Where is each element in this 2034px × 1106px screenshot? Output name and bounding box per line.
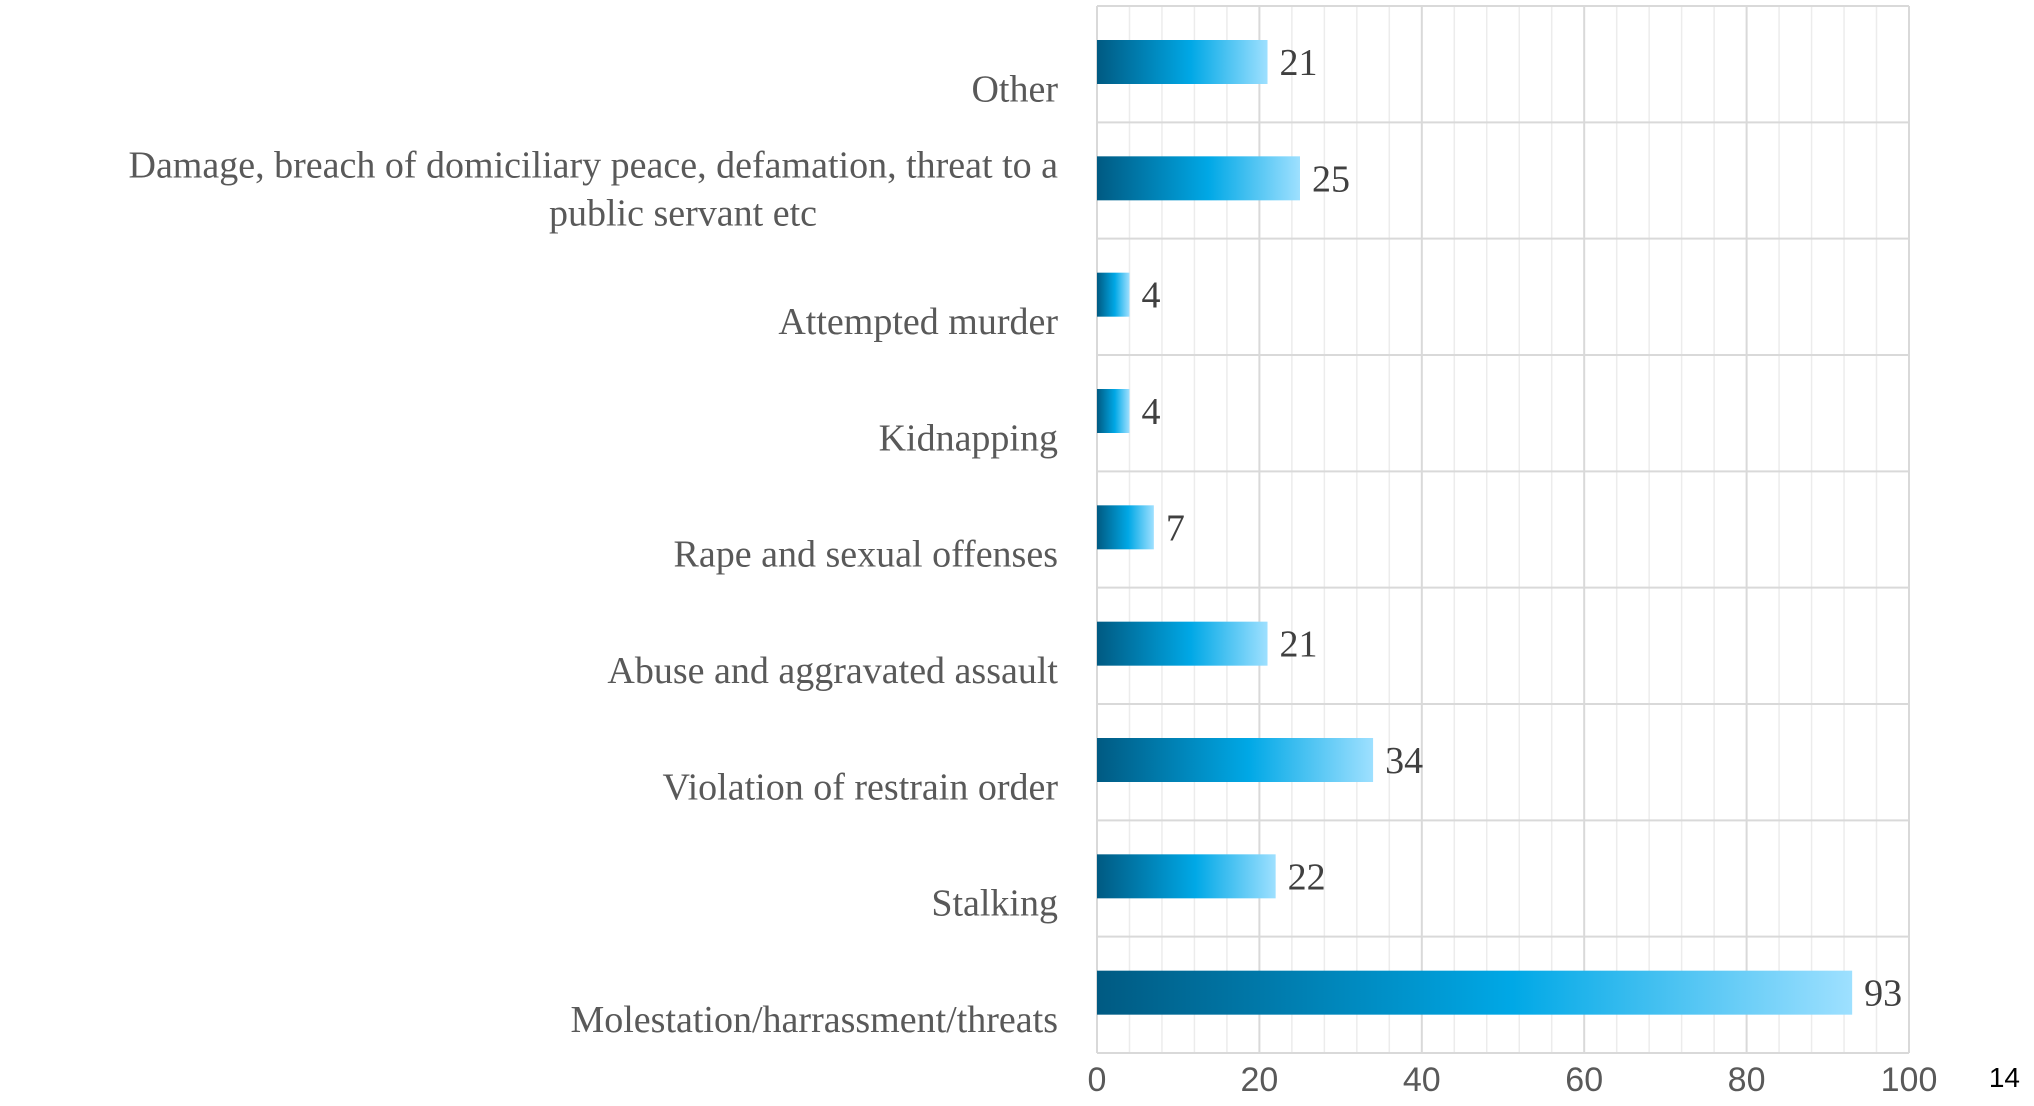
x-tick-label: 0 [1088, 1061, 1107, 1099]
bar [1097, 40, 1268, 84]
bar [1097, 389, 1130, 433]
x-tick-label: 80 [1728, 1061, 1766, 1099]
category-label: Molestation/harrassment/threats [570, 999, 1058, 1041]
category-label: Rape and sexual offenses [674, 534, 1058, 576]
bar [1097, 854, 1276, 899]
category-label: Other [971, 68, 1058, 110]
category-label: Abuse and aggravated assault [607, 650, 1058, 692]
x-tick-label: 40 [1403, 1061, 1441, 1099]
bar [1097, 738, 1374, 782]
chart-category-labels: Other Damage, breach of domiciliary peace… [129, 68, 1059, 1041]
bar-value-label: 7 [1166, 507, 1185, 549]
chart-value-labels: 21 25 4 4 7 21 34 22 93 [1141, 42, 1902, 1015]
bar-value-label: 93 [1864, 973, 1902, 1015]
category-label: Attempted murder [778, 301, 1058, 343]
x-axis-tick-labels: 0 20 40 60 80 100 [1088, 1061, 1938, 1099]
bar [1097, 621, 1268, 666]
bar-value-label: 21 [1280, 42, 1318, 84]
category-label: Kidnapping [879, 417, 1058, 459]
bar [1097, 505, 1154, 550]
page-number: 14 [1988, 1062, 2020, 1093]
category-label: Stalking [931, 883, 1058, 925]
x-tick-label: 60 [1565, 1061, 1603, 1099]
bar-value-label: 34 [1385, 740, 1423, 782]
category-label: Violation of restrain order [662, 766, 1058, 808]
bar-value-label: 25 [1312, 158, 1350, 200]
chart-bars [1097, 40, 1853, 1015]
x-tick-label: 100 [1881, 1061, 1938, 1099]
bar [1097, 272, 1130, 317]
bar-value-label: 4 [1141, 275, 1160, 317]
bar-value-label: 22 [1288, 856, 1326, 898]
bar-value-label: 21 [1280, 624, 1318, 666]
bar-value-label: 4 [1141, 391, 1160, 433]
bar [1097, 970, 1853, 1015]
x-tick-label: 20 [1240, 1061, 1278, 1099]
category-label: Damage, breach of domiciliary peace, def… [129, 144, 1059, 234]
bar [1097, 156, 1300, 201]
